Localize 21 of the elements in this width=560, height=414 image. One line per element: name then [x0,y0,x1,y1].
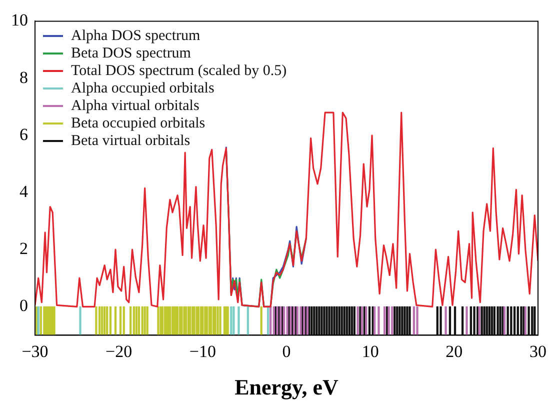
legend-label: Alpha occupied orbitals [71,80,214,96]
x-tick-label: 10 [362,342,379,361]
legend-label: Beta DOS spectrum [71,45,192,62]
y-tick-label: 2 [20,239,28,258]
x-tick-label: −30 [22,342,48,361]
y-tick-label: 10 [11,10,28,30]
legend-label: Alpha virtual orbitals [71,98,200,114]
y-tick-label: 8 [20,68,28,87]
legend-label: Alpha DOS spectrum [71,28,200,44]
x-tick-label: 0 [282,342,291,361]
x-axis-title: Energy, eV [234,374,339,400]
y-tick-label: 6 [20,124,28,144]
x-tick-label: −20 [106,342,132,361]
x-tick-label: 20 [446,342,463,361]
x-tick-label: 30 [530,342,546,361]
x-tick-label: −10 [189,342,216,361]
y-tick-label: 0 [20,296,28,316]
legend-label: Beta occupied orbitals [71,115,206,132]
legend-label: Beta virtual orbitals [71,132,190,149]
legend-label: Total DOS spectrum (scaled by 0.5) [71,62,287,79]
y-tick-label: 4 [20,182,28,201]
